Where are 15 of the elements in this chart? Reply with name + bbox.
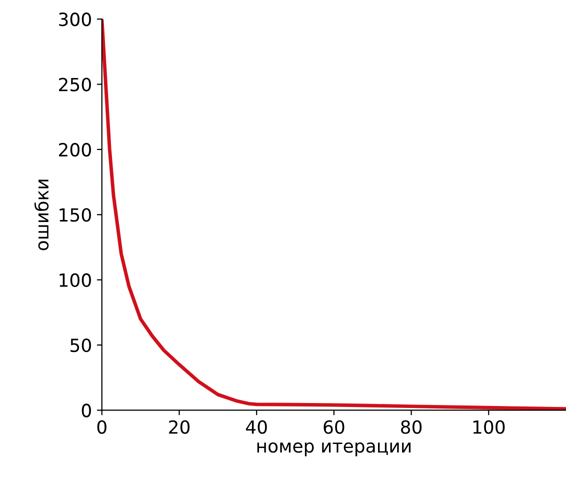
y-tick-label: 50 <box>70 338 91 352</box>
x-tick-label: 40 <box>246 420 267 434</box>
x-tick-label: 0 <box>97 420 106 434</box>
y-axis-title: ошибки <box>34 180 49 250</box>
y-tick-label: 100 <box>60 273 91 287</box>
x-tick-label: 80 <box>401 420 422 434</box>
y-tick-label: 200 <box>59 142 91 157</box>
y-tick-label: 300 <box>59 12 91 26</box>
x-axis-title: номер итерации <box>257 442 411 456</box>
x-tick-label: 60 <box>324 420 344 434</box>
y-tick-label: 0 <box>82 404 91 418</box>
y-tick-label: 150 <box>60 208 91 222</box>
x-tick-label: 20 <box>169 420 190 434</box>
x-tick-label: 100 <box>473 420 505 434</box>
y-tick-label: 250 <box>59 78 91 92</box>
